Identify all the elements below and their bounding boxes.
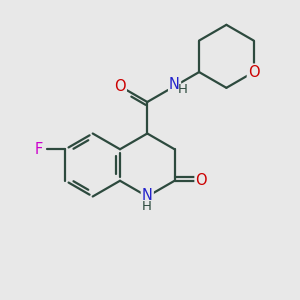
Text: F: F [34,142,43,157]
Text: O: O [196,173,207,188]
Text: O: O [248,64,260,80]
Text: N: N [169,77,180,92]
Text: O: O [114,79,126,94]
Text: H: H [142,200,152,214]
Text: N: N [142,188,153,202]
Text: H: H [178,83,188,96]
